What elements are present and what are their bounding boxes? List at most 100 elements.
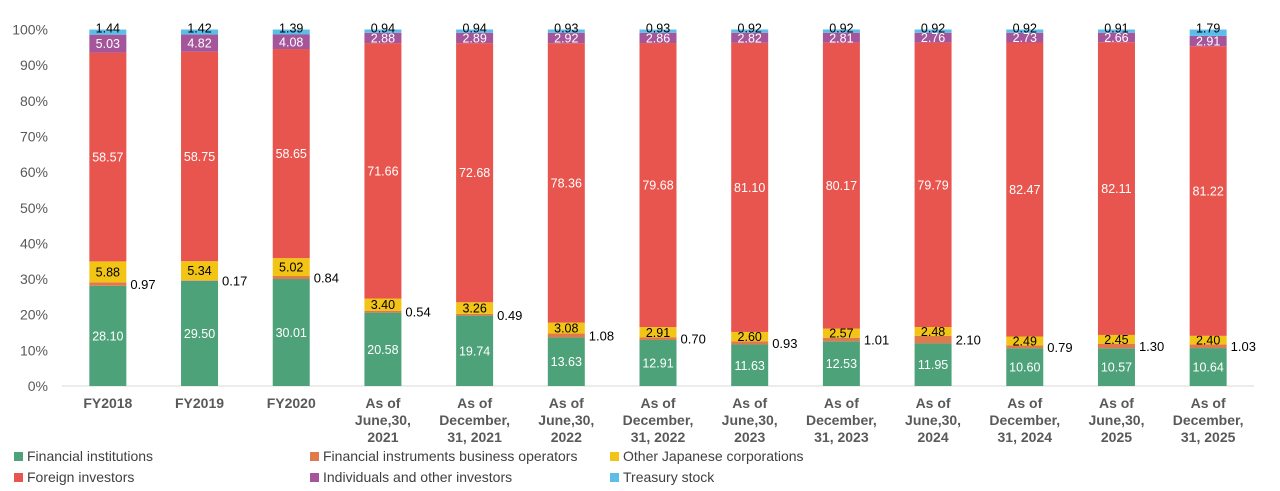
x-tick-label: As of	[549, 395, 584, 411]
data-label: 2.91	[646, 326, 670, 340]
data-label: 2.60	[738, 330, 762, 344]
bar-segment	[822, 328, 860, 338]
bar-segment	[547, 322, 585, 334]
bar-segment	[731, 32, 769, 43]
data-label: 0.93	[554, 22, 578, 36]
bar-segment	[639, 29, 677, 33]
data-label: 2.91	[1196, 35, 1220, 49]
legend-label: Financial instruments business operators	[323, 448, 578, 464]
data-label: 20.58	[367, 343, 398, 357]
data-label: 72.68	[459, 166, 490, 180]
x-tick-label: June,30,	[1088, 412, 1144, 428]
data-label: 19.74	[459, 344, 490, 358]
bar-segment	[89, 261, 127, 283]
bar-segment	[547, 337, 585, 386]
x-tick-label: December,	[623, 412, 694, 428]
bar-segment	[1006, 29, 1044, 33]
bar-segment	[547, 333, 585, 338]
data-label: 2.45	[1104, 333, 1128, 347]
data-label: 0.70	[681, 332, 706, 347]
bar-segment	[1097, 343, 1135, 349]
data-label: 0.94	[371, 22, 395, 36]
bar-segment	[1097, 42, 1135, 335]
bar-segment	[181, 280, 219, 386]
data-label: 1.30	[1139, 339, 1164, 354]
data-label: 0.92	[921, 22, 945, 36]
bar-segment	[89, 29, 127, 35]
bar-segment	[181, 29, 219, 35]
data-label: 29.50	[184, 327, 215, 341]
legend-swatch	[610, 472, 619, 482]
y-tick-label: 90%	[20, 57, 48, 73]
x-tick-label: June,30,	[905, 412, 961, 428]
legend-label: Treasury stock	[623, 469, 715, 485]
data-label: 4.82	[187, 37, 211, 51]
bar-segment	[272, 258, 310, 277]
bar-segment	[456, 302, 494, 314]
data-label: 0.93	[646, 22, 670, 36]
legend-swatch	[14, 472, 23, 482]
y-tick-label: 70%	[20, 128, 48, 144]
data-label: 82.11	[1101, 182, 1131, 196]
data-label: 11.95	[918, 358, 948, 372]
bar-segment	[456, 315, 494, 386]
bar-segment	[639, 32, 677, 44]
legend-item: Treasury stock	[610, 469, 714, 485]
data-label: 79.79	[917, 178, 948, 192]
bar-segment	[456, 32, 494, 44]
bar-segment	[89, 34, 127, 53]
y-tick-label: 80%	[20, 93, 48, 109]
data-label: 2.89	[462, 32, 486, 46]
data-label: 58.65	[276, 147, 307, 161]
legend-label: Individuals and other investors	[323, 469, 513, 485]
x-tick-label: As of	[641, 395, 676, 411]
data-label: 0.94	[462, 22, 486, 36]
data-label: 2.81	[829, 31, 853, 45]
bar-segment	[181, 280, 219, 281]
bar-segment	[181, 34, 219, 52]
bar-segment	[456, 313, 494, 316]
data-label: 1.44	[96, 22, 120, 36]
data-label: 28.10	[92, 329, 123, 343]
data-label: 2.86	[646, 31, 670, 45]
bar-segment	[1006, 336, 1044, 346]
bar-segment	[822, 42, 860, 329]
data-label: 79.68	[642, 179, 673, 193]
data-label: 71.66	[367, 164, 398, 178]
bar-segment	[1097, 334, 1135, 344]
x-tick-label: 2022	[551, 429, 582, 445]
data-label: 10.60	[1009, 361, 1040, 375]
data-label: 81.10	[734, 181, 765, 195]
data-label: 0.93	[772, 336, 797, 351]
bar-segment	[547, 43, 585, 323]
bar-segment	[1097, 348, 1135, 386]
bar-segment	[1097, 32, 1135, 43]
bar-segment	[914, 327, 952, 336]
data-label: 0.84	[314, 271, 339, 286]
data-label: 0.92	[829, 21, 853, 35]
data-label: 0.54	[405, 305, 430, 320]
bar-segment	[822, 341, 860, 386]
bar-segment	[181, 51, 219, 262]
bar-segment	[639, 337, 677, 340]
data-label: 80.17	[826, 179, 857, 193]
stacked-bar-chart: 0% 10% 20% 30% 40% 50% 60% 70% 80% 90% 100% 28.10 0.…	[12, 21, 1256, 445]
x-tick-label: June,30,	[538, 412, 594, 428]
data-label: 2.49	[1013, 334, 1037, 348]
bar-segment	[272, 34, 310, 50]
x-tick-label: 31, 2025	[1181, 429, 1236, 445]
data-label: 81.22	[1193, 185, 1224, 199]
bar-segment	[639, 327, 677, 338]
bar-segment	[89, 285, 127, 386]
x-tick-label: 31, 2022	[631, 429, 686, 445]
data-label: 5.34	[187, 264, 211, 278]
legend-label: Other Japanese corporations	[623, 448, 804, 464]
x-tick-label: June,30,	[355, 412, 411, 428]
bar-segment	[364, 43, 402, 299]
bar-segment	[456, 43, 494, 303]
data-label: 2.10	[956, 333, 981, 348]
bar-segment	[822, 337, 860, 342]
x-tick-label: 31, 2023	[814, 429, 869, 445]
data-label: 2.57	[829, 327, 853, 341]
x-tick-label: As of	[916, 395, 951, 411]
